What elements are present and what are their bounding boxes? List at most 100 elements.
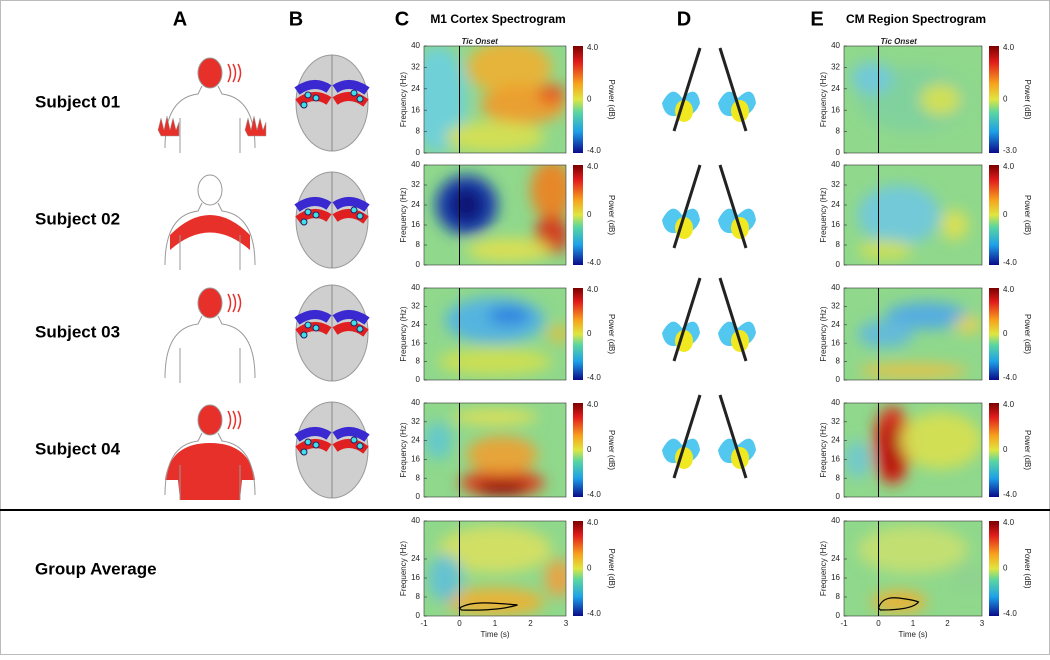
heatmap-blob	[547, 324, 566, 344]
colorbar	[989, 46, 999, 153]
panel-label: A	[173, 8, 187, 30]
sound-wave	[237, 293, 242, 313]
heatmap-blobs	[857, 301, 982, 379]
colorbar-tick-label: -4.0	[587, 258, 601, 267]
sensory-band	[294, 427, 370, 442]
y-tick-label: 0	[836, 375, 841, 384]
colorbar-tick-label: -4.0	[1003, 609, 1017, 618]
heatmap-blob	[857, 525, 969, 574]
y-tick-label: 40	[411, 516, 420, 525]
colorbar-tick-label: -4.0	[1003, 258, 1017, 267]
colorbar-tick-label: 0	[587, 564, 592, 573]
head	[197, 57, 223, 89]
colorbar-tick-label: -4.0	[587, 490, 601, 499]
colorbar-tick-label: -4.0	[587, 609, 601, 618]
lead	[718, 164, 748, 249]
heatmap	[844, 403, 982, 497]
colorbar-tick-label: 4.0	[587, 162, 599, 171]
spectrogram: 40 32 24 16 8 0 Frequency (Hz) 4.0 0 -4.0 Power (d…	[399, 160, 616, 269]
colorbar-label: Power (dB)	[607, 79, 616, 119]
electrode	[304, 91, 312, 99]
y-tick-label: 40	[831, 398, 840, 407]
y-tick-label: 40	[411, 283, 420, 292]
y-tick-label: 8	[836, 357, 841, 366]
y-tick-label: 0	[836, 611, 841, 620]
y-tick-label: 0	[836, 260, 841, 269]
spectrogram: 40 32 24 16 8 0 Frequency (Hz) 4.0 0 -4.0 Power (d…	[399, 398, 616, 501]
plot-frame	[843, 45, 983, 154]
sound-wave	[227, 410, 232, 430]
silhouette	[164, 315, 256, 383]
spectrogram: 40 24 16 8 0 Frequency (Hz) 4.0 0 -4.0 Power (dB)…	[399, 516, 616, 639]
region	[170, 215, 250, 250]
y-tick-label: 0	[416, 375, 421, 384]
head	[197, 174, 223, 206]
colorbar-tick-label: -4.0	[1003, 373, 1017, 382]
heatmap-blob	[940, 210, 969, 240]
y-tick-label: 8	[416, 127, 421, 136]
colorbar	[989, 288, 999, 380]
y-tick-label: 32	[411, 417, 420, 426]
x-tick-label: 1	[493, 619, 498, 628]
colorbar-tick-label: 4.0	[1003, 285, 1015, 294]
sound-wave	[232, 63, 237, 83]
heatmap	[424, 403, 566, 497]
dbs-lead	[662, 277, 756, 362]
x-tick-label: 3	[980, 619, 985, 628]
y-axis-label: Frequency (Hz)	[399, 72, 408, 127]
y-tick-label: 8	[416, 240, 421, 249]
contour	[458, 602, 518, 611]
colorbar-label: Power (dB)	[1023, 314, 1032, 354]
lead	[672, 47, 702, 132]
heatmap-blobs	[438, 297, 566, 376]
silhouette	[164, 202, 256, 270]
heatmap-blob	[844, 440, 872, 479]
heatmap-blob	[466, 435, 538, 474]
heatmap-blob	[544, 559, 566, 597]
y-tick-label: 24	[411, 84, 420, 93]
y-tick-label: 24	[411, 200, 420, 209]
colorbar-tick-label: 0	[587, 445, 592, 454]
x-tick-label: 0	[457, 619, 462, 628]
heatmap-blob	[466, 46, 552, 95]
y-tick-label: 32	[831, 417, 840, 426]
colorbar	[573, 288, 583, 380]
row-label: Group Average	[35, 559, 157, 578]
electrode	[312, 441, 320, 449]
y-tick-label: 40	[831, 160, 840, 169]
heatmap-blob	[899, 412, 982, 469]
colorbar-tick-label: 0	[1003, 564, 1008, 573]
colorbar-label: Power (dB)	[607, 430, 616, 470]
y-tick-label: 32	[831, 180, 840, 189]
hand	[244, 115, 267, 137]
lead	[672, 164, 702, 249]
row-label: Subject 03	[35, 322, 120, 341]
silhouette	[164, 85, 256, 153]
y-tick-label: 16	[831, 455, 840, 464]
heatmap-blob	[850, 62, 893, 95]
electrode	[356, 95, 364, 103]
y-tick-label: 40	[831, 283, 840, 292]
heatmap	[844, 165, 982, 265]
x-tick-label: -1	[420, 619, 428, 628]
heatmap-blobs	[435, 165, 566, 262]
heatmap-blob	[885, 301, 969, 330]
y-tick-label: 16	[831, 338, 840, 347]
electrode	[304, 438, 312, 446]
lead	[718, 47, 748, 132]
electrode	[356, 212, 364, 220]
y-tick-label: 0	[416, 148, 421, 157]
heatmap-blob	[452, 409, 538, 425]
colorbar-tick-label: 4.0	[1003, 400, 1015, 409]
colorbar	[989, 165, 999, 265]
y-tick-label: 40	[411, 398, 420, 407]
electrode	[300, 218, 308, 226]
heatmap	[844, 521, 982, 616]
plot-frame	[843, 402, 983, 498]
spectrogram: 40 32 24 16 8 0 Frequency (Hz) 4.0 0 -4.0 Power (d…	[399, 283, 616, 384]
heatmap-blob	[881, 421, 904, 479]
colorbar-tick-label: 4.0	[587, 400, 599, 409]
colorbar-tick-label: -4.0	[587, 146, 601, 155]
y-tick-label: 16	[411, 573, 420, 582]
body-figure	[164, 287, 256, 383]
